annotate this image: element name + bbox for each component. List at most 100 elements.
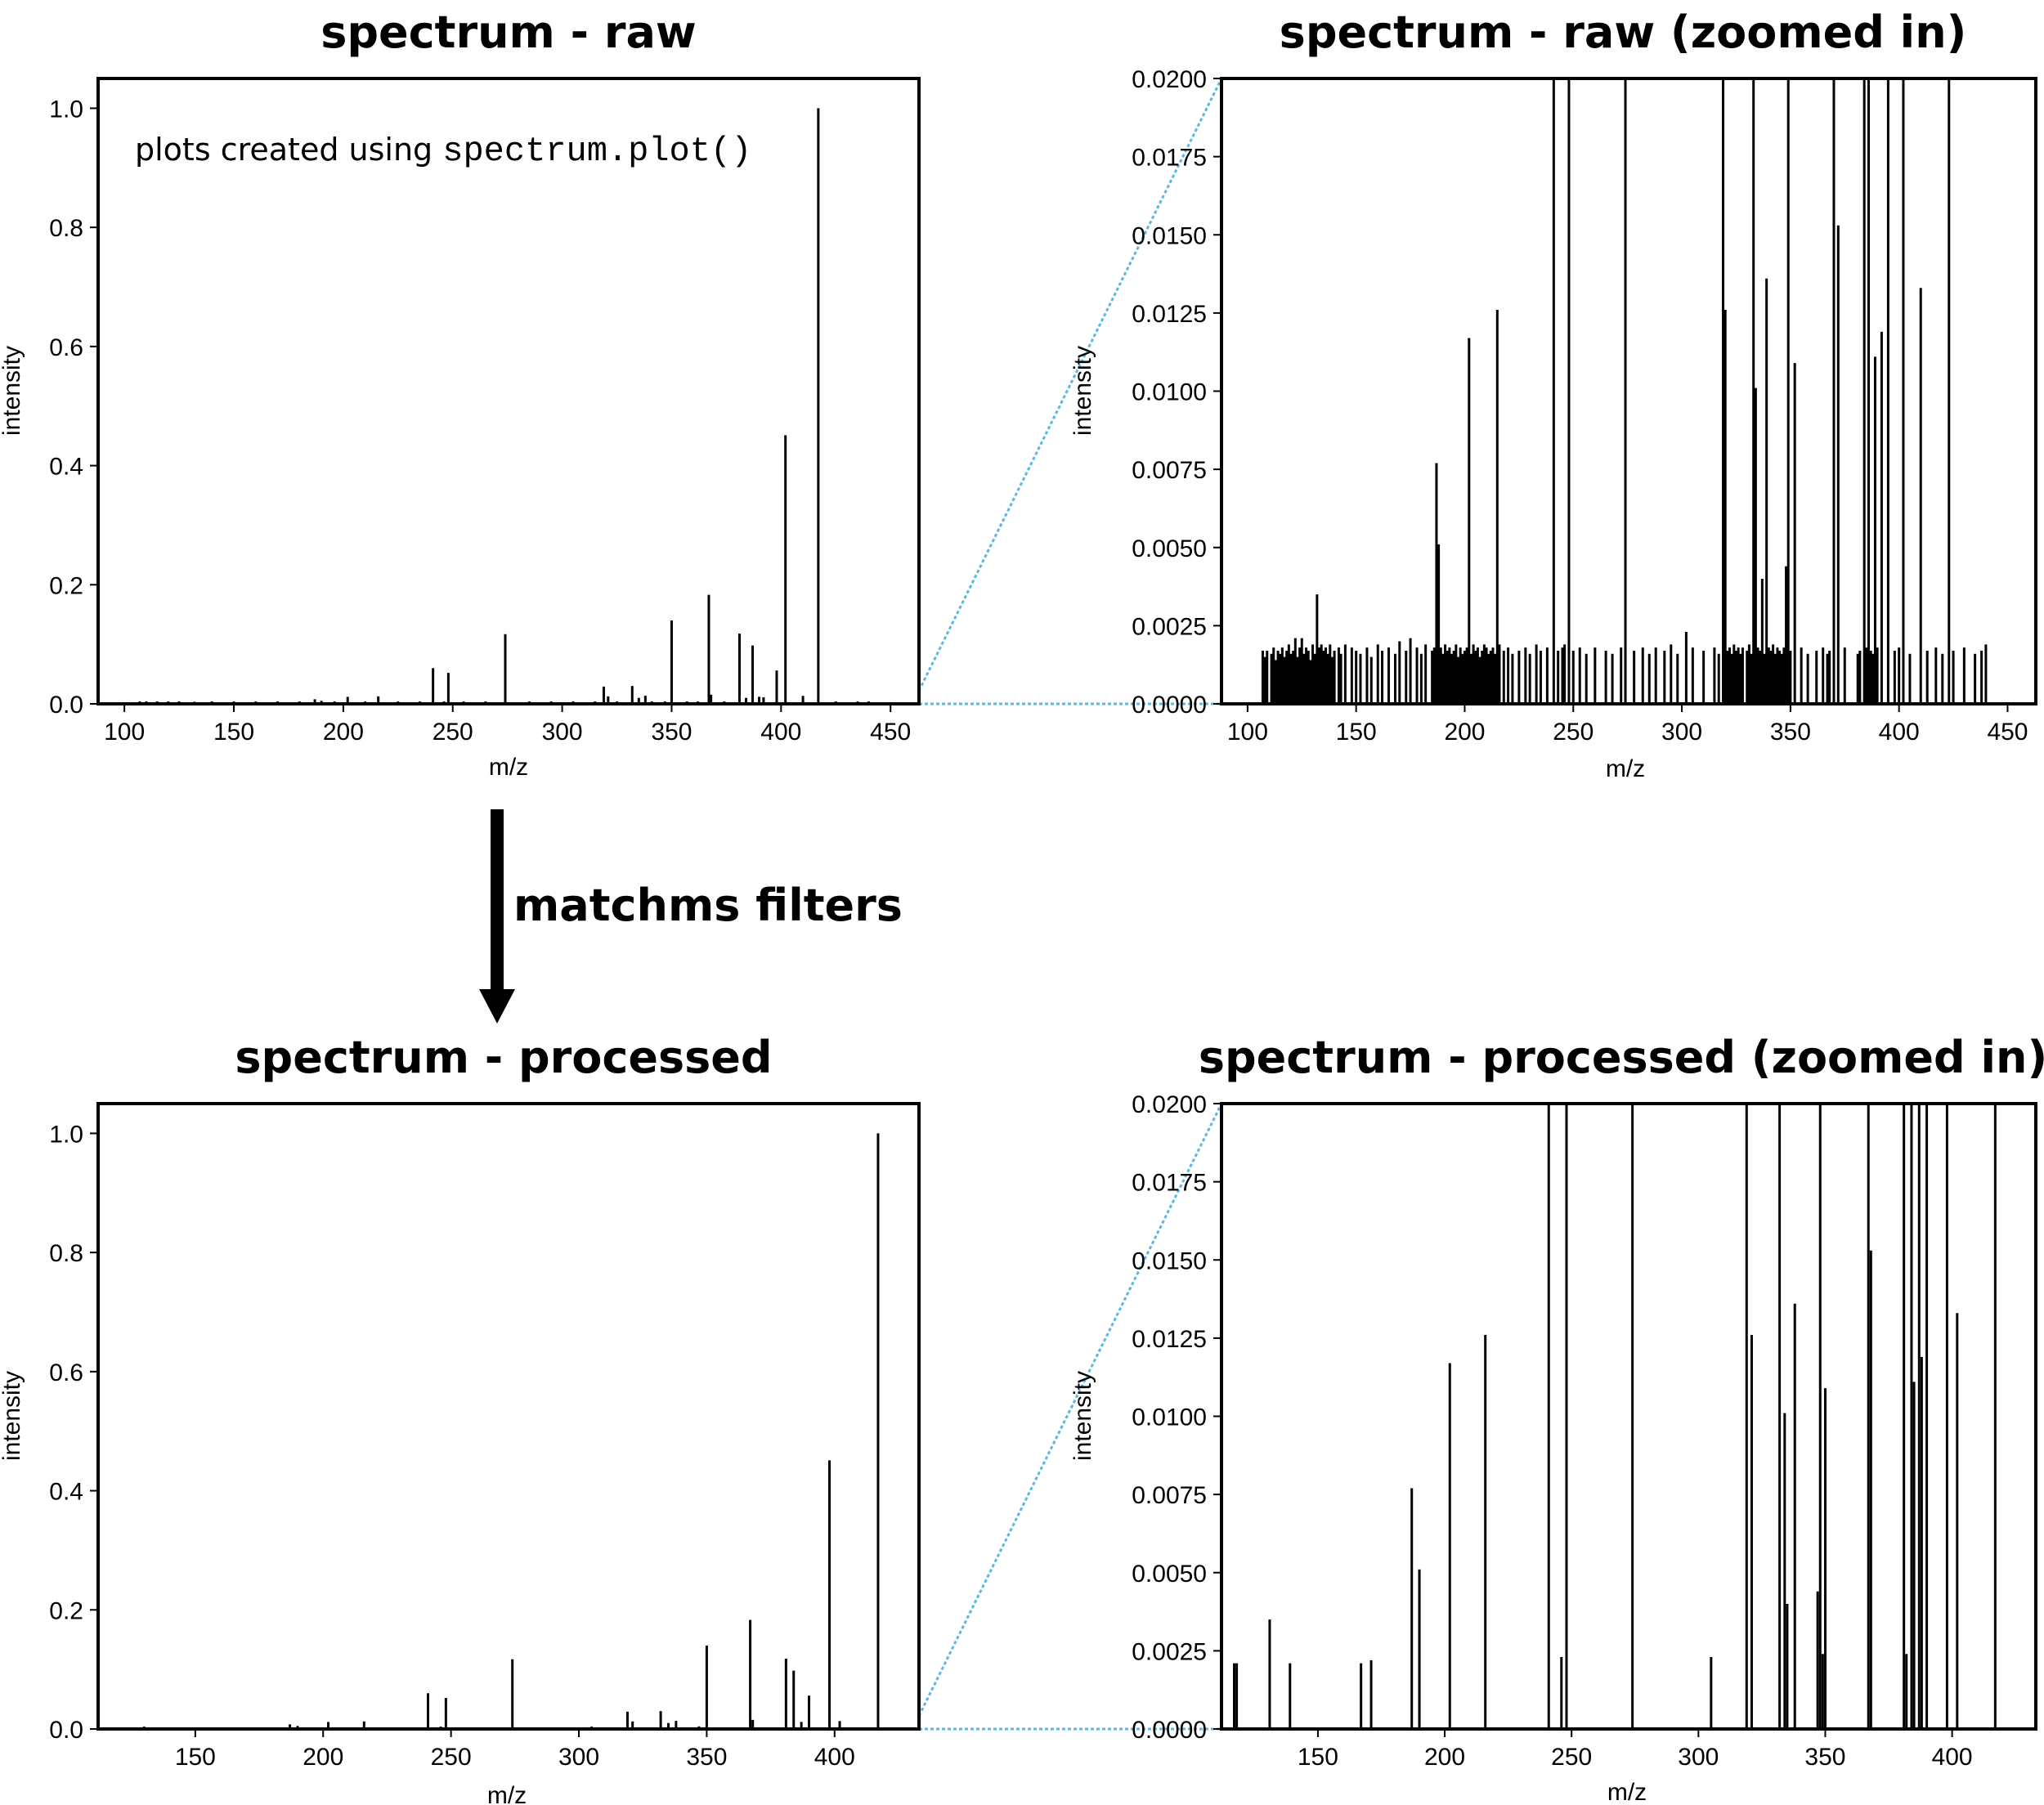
- x-tick-label: 400: [760, 719, 801, 746]
- x-ticks: 100 150 200 250 300 350 400 450: [104, 704, 911, 746]
- x-tick-label: 250: [433, 719, 473, 746]
- y-tick-label: 0.6: [49, 1359, 83, 1386]
- x-tick-label: 350: [686, 1744, 727, 1771]
- y-tick-label: 0.0125: [1132, 301, 1207, 328]
- panel-title: spectrum - processed: [235, 1032, 772, 1083]
- y-tick-label: 0.0175: [1132, 145, 1207, 172]
- y-tick-label: 0.0000: [1132, 1717, 1207, 1744]
- y-tick-label: 0.0050: [1132, 1561, 1207, 1588]
- x-ticks: 100 150 200 250 300 350 400 450: [1227, 704, 2028, 746]
- y-tick-label: 0.0100: [1132, 1404, 1207, 1431]
- x-tick-label: 250: [1551, 1744, 1592, 1771]
- x-tick-label: 450: [870, 719, 911, 746]
- panel-raw: spectrum - raw m/z intensity 100 150 200 25…: [0, 7, 921, 781]
- zoom-connector-bottom: [917, 1103, 1223, 1731]
- processing-arrow: [479, 809, 515, 1023]
- peak-bars: [1261, 78, 1988, 704]
- x-tick-label: 400: [814, 1744, 855, 1771]
- x-tick-label: 150: [1336, 719, 1377, 746]
- arrow-head: [479, 989, 515, 1023]
- x-tick-label: 300: [542, 719, 583, 746]
- y-axis-label: intensity: [1069, 1371, 1096, 1461]
- y-ticks: 0.0000 0.0025 0.0050 0.0075 0.0100 0.0125 0.01…: [1132, 1091, 1221, 1744]
- x-tick-label: 200: [303, 1744, 343, 1771]
- x-tick-label: 350: [651, 719, 692, 746]
- y-tick-label: 0.0025: [1132, 1638, 1207, 1665]
- y-tick-label: 0.6: [49, 334, 83, 361]
- panel-title: spectrum - raw (zoomed in): [1280, 7, 1967, 58]
- y-tick-label: 0.8: [49, 1240, 83, 1267]
- x-tick-label: 200: [1444, 719, 1485, 746]
- x-ticks: 150 200 250 300 350 400: [1298, 1729, 1973, 1771]
- peak-bars: [142, 1133, 880, 1729]
- x-tick-label: 400: [1932, 1744, 1973, 1771]
- panel-title: spectrum - raw: [320, 7, 697, 58]
- y-tick-label: 0.0100: [1132, 379, 1207, 406]
- x-axis-label: m/z: [1607, 1779, 1647, 1805]
- y-axis-label: intensity: [1069, 346, 1096, 436]
- annotation-code: spectrum.plot(): [442, 132, 751, 171]
- peak-bars: [1233, 1104, 1997, 1729]
- x-tick-label: 400: [1879, 719, 1920, 746]
- y-tick-label: 1.0: [49, 1121, 83, 1148]
- x-tick-label: 350: [1804, 1744, 1845, 1771]
- zoom-line-top-upper: [917, 78, 1223, 692]
- x-tick-label: 300: [558, 1744, 599, 1771]
- y-tick-label: 0.0: [49, 1717, 83, 1744]
- panel-processed-zoomed: spectrum - processed (zoomed in) m/z int…: [1069, 1032, 2044, 1805]
- plot-frame: [1220, 77, 2037, 705]
- x-tick-label: 200: [323, 719, 364, 746]
- zoom-connector-top: [917, 78, 1223, 705]
- x-tick-label: 350: [1770, 719, 1811, 746]
- plot-frame: [96, 1102, 921, 1731]
- zoom-line-bottom-upper: [917, 1103, 1223, 1717]
- y-tick-label: 0.0150: [1132, 222, 1207, 249]
- x-tick-label: 200: [1424, 1744, 1465, 1771]
- x-tick-label: 100: [104, 719, 145, 746]
- y-tick-label: 0.0: [49, 692, 83, 719]
- x-tick-label: 300: [1678, 1744, 1719, 1771]
- x-axis-label: m/z: [1606, 755, 1645, 782]
- x-ticks: 150 200 250 300 350 400: [175, 1729, 855, 1771]
- panel-processed: spectrum - processed m/z intensity 150 20…: [0, 1032, 921, 1805]
- y-tick-label: 0.0000: [1132, 692, 1207, 719]
- y-tick-label: 0.2: [49, 572, 83, 599]
- x-tick-label: 150: [213, 719, 254, 746]
- x-tick-label: 100: [1227, 719, 1268, 746]
- x-axis-label: m/z: [487, 1782, 527, 1805]
- y-tick-label: 0.0150: [1132, 1247, 1207, 1274]
- y-tick-label: 0.0125: [1132, 1326, 1207, 1353]
- peak-bars: [138, 108, 870, 704]
- x-axis-label: m/z: [489, 754, 528, 781]
- y-tick-label: 0.2: [49, 1597, 83, 1624]
- y-tick-label: 0.0200: [1132, 1091, 1207, 1118]
- y-tick-label: 0.0075: [1132, 1482, 1207, 1509]
- x-tick-label: 150: [175, 1744, 216, 1771]
- y-axis-label: intensity: [0, 1371, 25, 1461]
- y-ticks: 0.0 0.2 0.4 0.6 0.8 1.0: [49, 96, 98, 719]
- x-tick-label: 250: [1553, 719, 1594, 746]
- y-axis-label: intensity: [0, 346, 25, 436]
- y-ticks: 0.0000 0.0025 0.0050 0.0075 0.0100 0.0125 0.01…: [1132, 66, 1221, 719]
- panel-raw-zoomed: spectrum - raw (zoomed in) m/z intensity…: [1069, 7, 2037, 782]
- y-tick-label: 0.0025: [1132, 613, 1207, 640]
- arrow-shaft: [491, 809, 504, 991]
- y-tick-label: 0.0175: [1132, 1170, 1207, 1197]
- annotation-prefix: plots created using: [135, 132, 442, 168]
- y-ticks: 0.0 0.2 0.4 0.6 0.8 1.0: [49, 1121, 98, 1744]
- y-tick-label: 0.4: [49, 454, 83, 481]
- panel-title: spectrum - processed (zoomed in): [1199, 1032, 2044, 1083]
- arrow-label: matchms filters: [513, 880, 903, 931]
- y-tick-label: 0.0075: [1132, 457, 1207, 484]
- plot-annotation: plots created using spectrum.plot(): [135, 132, 751, 171]
- x-tick-label: 250: [431, 1744, 472, 1771]
- y-tick-label: 0.0200: [1132, 66, 1207, 93]
- y-tick-label: 0.0050: [1132, 535, 1207, 562]
- x-tick-label: 450: [1987, 719, 2028, 746]
- x-tick-label: 300: [1661, 719, 1702, 746]
- y-tick-label: 0.4: [49, 1479, 83, 1506]
- y-tick-label: 1.0: [49, 96, 83, 123]
- x-tick-label: 150: [1298, 1744, 1338, 1771]
- plot-frame: [96, 77, 921, 705]
